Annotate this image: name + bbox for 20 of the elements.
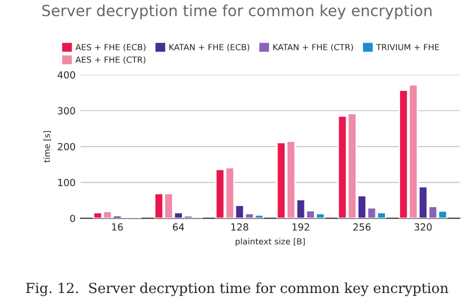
x-tick-label: 256 [353,223,371,231]
x-axis-title: plaintext size [B] [236,238,305,246]
x-tick-label: 192 [292,223,310,231]
y-axis-title: time [s] [44,131,51,162]
y-tick-label: 200 [58,142,76,150]
legend-label: AES + FHE (CTR) [75,56,146,64]
x-tick-label: 128 [231,223,248,231]
x-tick-label: 320 [414,223,432,231]
legend-label: KATAN + FHE (ECB) [169,44,250,52]
legend-label: AES + FHE (ECB) [75,44,146,52]
chart-title: Server decryption time for common key encryption [42,4,432,20]
y-tick-label: 0 [70,214,76,222]
y-tick-label: 100 [58,178,76,186]
y-tick-label: 300 [58,107,76,114]
x-tick-label: 16 [112,223,123,231]
x-tick-label: 64 [172,223,184,231]
caption: Fig. 12. Server decryption time for common key encryption [26,282,448,296]
y-tick-label: 400 [58,71,76,79]
legend-label: KATAN + FHE (CTR) [273,44,353,52]
legend-label: TRIVIUM + FHE [376,44,440,50]
